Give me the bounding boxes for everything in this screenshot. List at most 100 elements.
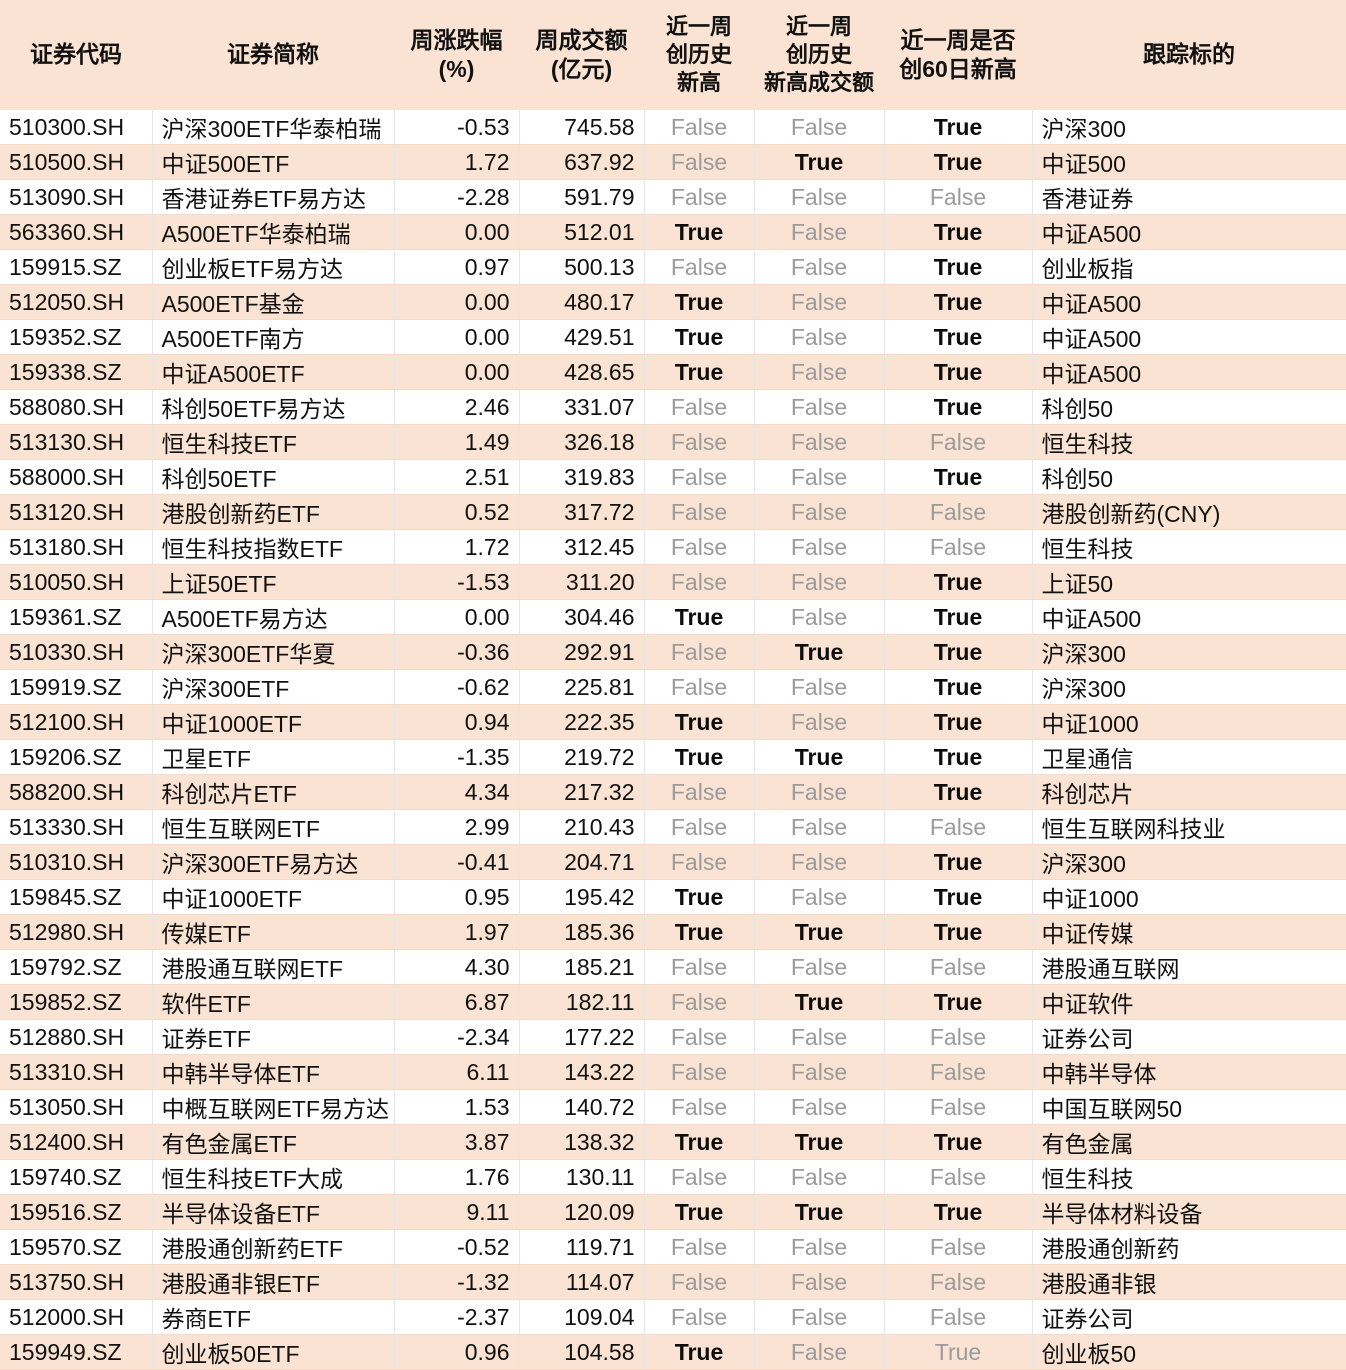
- table-row[interactable]: 510330.SH 沪深300ETF华夏 -0.36 292.91 False True T…: [0, 634, 1346, 671]
- cell-security-code: 159852.SZ: [0, 984, 153, 1021]
- cell-record-high: False: [644, 669, 755, 706]
- table-row[interactable]: 510050.SH 上证50ETF -1.53 311.20 False False Tru…: [0, 564, 1346, 601]
- bool-true-value: True: [674, 323, 724, 350]
- table-row[interactable]: 512980.SH 传媒ETF 1.97 185.36 True True True 中证传媒: [0, 914, 1346, 951]
- cell-security-code: 159516.SZ: [0, 1194, 153, 1231]
- table-row[interactable]: 588080.SH 科创50ETF易方达 2.46 331.07 False False T…: [0, 389, 1346, 426]
- table-row[interactable]: 513050.SH 中概互联网ETF易方达 1.53 140.72 False False…: [0, 1089, 1346, 1126]
- cell-security-name: 中韩半导体ETF: [152, 1054, 395, 1091]
- cell-60day-high: False: [884, 424, 1033, 461]
- cell-record-high: False: [644, 844, 755, 881]
- cell-record-high: False: [644, 389, 755, 426]
- cell-weekly-turnover: 745.58: [519, 110, 645, 146]
- table-row[interactable]: 513750.SH 港股通非银ETF -1.32 114.07 False False Fa…: [0, 1264, 1346, 1301]
- cell-record-high-turnover: True: [754, 1124, 885, 1161]
- cell-record-high-turnover: False: [754, 1299, 885, 1336]
- table-row[interactable]: 159792.SZ 港股通互联网ETF 4.30 185.21 False False Fa…: [0, 949, 1346, 986]
- cell-weekly-turnover: 120.09: [519, 1194, 645, 1231]
- bool-false-value: False: [790, 1023, 848, 1050]
- bool-true-value: True: [794, 1128, 844, 1155]
- cell-weekly-change: 1.76: [394, 1159, 520, 1196]
- cell-tracking-index: 中证1000: [1032, 704, 1346, 741]
- bool-true-value: True: [674, 1128, 724, 1155]
- cell-weekly-turnover: 182.11: [519, 984, 645, 1021]
- table-row[interactable]: 512100.SH 中证1000ETF 0.94 222.35 True False Tru…: [0, 704, 1346, 741]
- table-row[interactable]: 513130.SH 恒生科技ETF 1.49 326.18 False False Fals…: [0, 424, 1346, 461]
- cell-weekly-turnover: 143.22: [519, 1054, 645, 1091]
- cell-record-high-turnover: False: [754, 1159, 885, 1196]
- bool-true-value: True: [933, 638, 983, 665]
- table-row[interactable]: 159919.SZ 沪深300ETF -0.62 225.81 False False Tr…: [0, 669, 1346, 706]
- table-row[interactable]: 512050.SH A500ETF基金 0.00 480.17 True False Tru…: [0, 284, 1346, 321]
- bool-true-value: True: [674, 708, 724, 735]
- table-row[interactable]: 159361.SZ A500ETF易方达 0.00 304.46 True False Tr…: [0, 599, 1346, 636]
- cell-record-high-turnover: False: [754, 774, 885, 811]
- table-row[interactable]: 159740.SZ 恒生科技ETF大成 1.76 130.11 False False Fa…: [0, 1159, 1346, 1196]
- table-row[interactable]: 159570.SZ 港股通创新药ETF -0.52 119.71 False False F…: [0, 1229, 1346, 1266]
- cell-security-name: 上证50ETF: [152, 564, 395, 601]
- cell-60day-high: True: [884, 389, 1033, 426]
- table-row[interactable]: 512880.SH 证券ETF -2.34 177.22 False False False…: [0, 1019, 1346, 1056]
- bool-true-value: True: [933, 323, 983, 350]
- table-row[interactable]: 588200.SH 科创芯片ETF 4.34 217.32 False False True…: [0, 774, 1346, 811]
- cell-record-high-turnover: False: [754, 704, 885, 741]
- cell-security-name: 中证500ETF: [152, 144, 395, 181]
- table-row[interactable]: 513180.SH 恒生科技指数ETF 1.72 312.45 False False Fa…: [0, 529, 1346, 566]
- bool-false-value: False: [790, 1338, 848, 1365]
- table-row[interactable]: 159516.SZ 半导体设备ETF 9.11 120.09 True True True 半…: [0, 1194, 1346, 1231]
- cell-weekly-turnover: 637.92: [519, 144, 645, 181]
- bool-true-value: True: [794, 638, 844, 665]
- cell-weekly-change: 9.11: [394, 1194, 520, 1231]
- table-row[interactable]: 510310.SH 沪深300ETF易方达 -0.41 204.71 False Fals…: [0, 844, 1346, 881]
- table-row[interactable]: 513330.SH 恒生互联网ETF 2.99 210.43 False False Fal…: [0, 809, 1346, 846]
- bool-false-value: False: [670, 533, 728, 560]
- cell-security-name: 恒生科技ETF大成: [152, 1159, 395, 1196]
- cell-60day-high: False: [884, 1264, 1033, 1301]
- bool-false-value: False: [790, 323, 848, 350]
- table-row[interactable]: 159845.SZ 中证1000ETF 0.95 195.42 True False Tru…: [0, 879, 1346, 916]
- table-row[interactable]: 510500.SH 中证500ETF 1.72 637.92 False True True…: [0, 144, 1346, 181]
- cell-security-code: 510330.SH: [0, 634, 153, 671]
- cell-security-code: 513180.SH: [0, 529, 153, 566]
- cell-weekly-change: 0.95: [394, 879, 520, 916]
- bool-false-value: False: [929, 953, 987, 980]
- cell-security-name: 恒生科技ETF: [152, 424, 395, 461]
- table-row[interactable]: 159338.SZ 中证A500ETF 0.00 428.65 True False Tru…: [0, 354, 1346, 391]
- cell-security-name: 沪深300ETF易方达: [152, 844, 395, 881]
- cell-60day-high: True: [884, 1334, 1033, 1370]
- cell-weekly-turnover: 195.42: [519, 879, 645, 916]
- table-row[interactable]: 588000.SH 科创50ETF 2.51 319.83 False False True…: [0, 459, 1346, 496]
- column-header-record-high: 近一周 创历史 新高: [644, 0, 754, 110]
- bool-true-value: True: [933, 113, 983, 140]
- cell-record-high-turnover: False: [754, 249, 885, 286]
- table-row[interactable]: 513310.SH 中韩半导体ETF 6.11 143.22 False False Fal…: [0, 1054, 1346, 1091]
- cell-60day-high: True: [884, 1194, 1033, 1231]
- table-row[interactable]: 159852.SZ 软件ETF 6.87 182.11 False True True 中证软…: [0, 984, 1346, 1021]
- table-row[interactable]: 510300.SH 沪深300ETF华泰柏瑞 -0.53 745.58 False Fal…: [0, 110, 1346, 146]
- table-row[interactable]: 159206.SZ 卫星ETF -1.35 219.72 True True True 卫星通…: [0, 739, 1346, 776]
- cell-60day-high: True: [884, 739, 1033, 776]
- cell-weekly-turnover: 140.72: [519, 1089, 645, 1126]
- cell-security-name: 沪深300ETF: [152, 669, 395, 706]
- table-row[interactable]: 513090.SH 香港证券ETF易方达 -2.28 591.79 False False…: [0, 179, 1346, 216]
- table-row[interactable]: 159352.SZ A500ETF南方 0.00 429.51 True False Tru…: [0, 319, 1346, 356]
- cell-security-name: A500ETF华泰柏瑞: [152, 214, 395, 251]
- cell-tracking-index: 沪深300: [1032, 844, 1346, 881]
- cell-security-code: 159792.SZ: [0, 949, 153, 986]
- cell-weekly-turnover: 429.51: [519, 319, 645, 356]
- column-header-name: 证券简称: [152, 0, 394, 110]
- table-row[interactable]: 159949.SZ 创业板50ETF 0.96 104.58 True False True…: [0, 1334, 1346, 1370]
- cell-record-high: True: [644, 739, 755, 776]
- table-row[interactable]: 563360.SH A500ETF华泰柏瑞 0.00 512.01 True False T…: [0, 214, 1346, 251]
- cell-weekly-turnover: 331.07: [519, 389, 645, 426]
- bool-false-value: False: [670, 1058, 728, 1085]
- cell-tracking-index: 证券公司: [1032, 1299, 1346, 1336]
- cell-security-code: 510300.SH: [0, 110, 153, 146]
- table-row[interactable]: 512000.SH 券商ETF -2.37 109.04 False False False…: [0, 1299, 1346, 1336]
- table-row[interactable]: 159915.SZ 创业板ETF易方达 0.97 500.13 False False Tr…: [0, 249, 1346, 286]
- cell-security-code: 512100.SH: [0, 704, 153, 741]
- table-row[interactable]: 513120.SH 港股创新药ETF 0.52 317.72 False False Fal…: [0, 494, 1346, 531]
- table-row[interactable]: 512400.SH 有色金属ETF 3.87 138.32 True True True 有色…: [0, 1124, 1346, 1161]
- cell-weekly-change: 3.87: [394, 1124, 520, 1161]
- bool-false-value: False: [790, 218, 848, 245]
